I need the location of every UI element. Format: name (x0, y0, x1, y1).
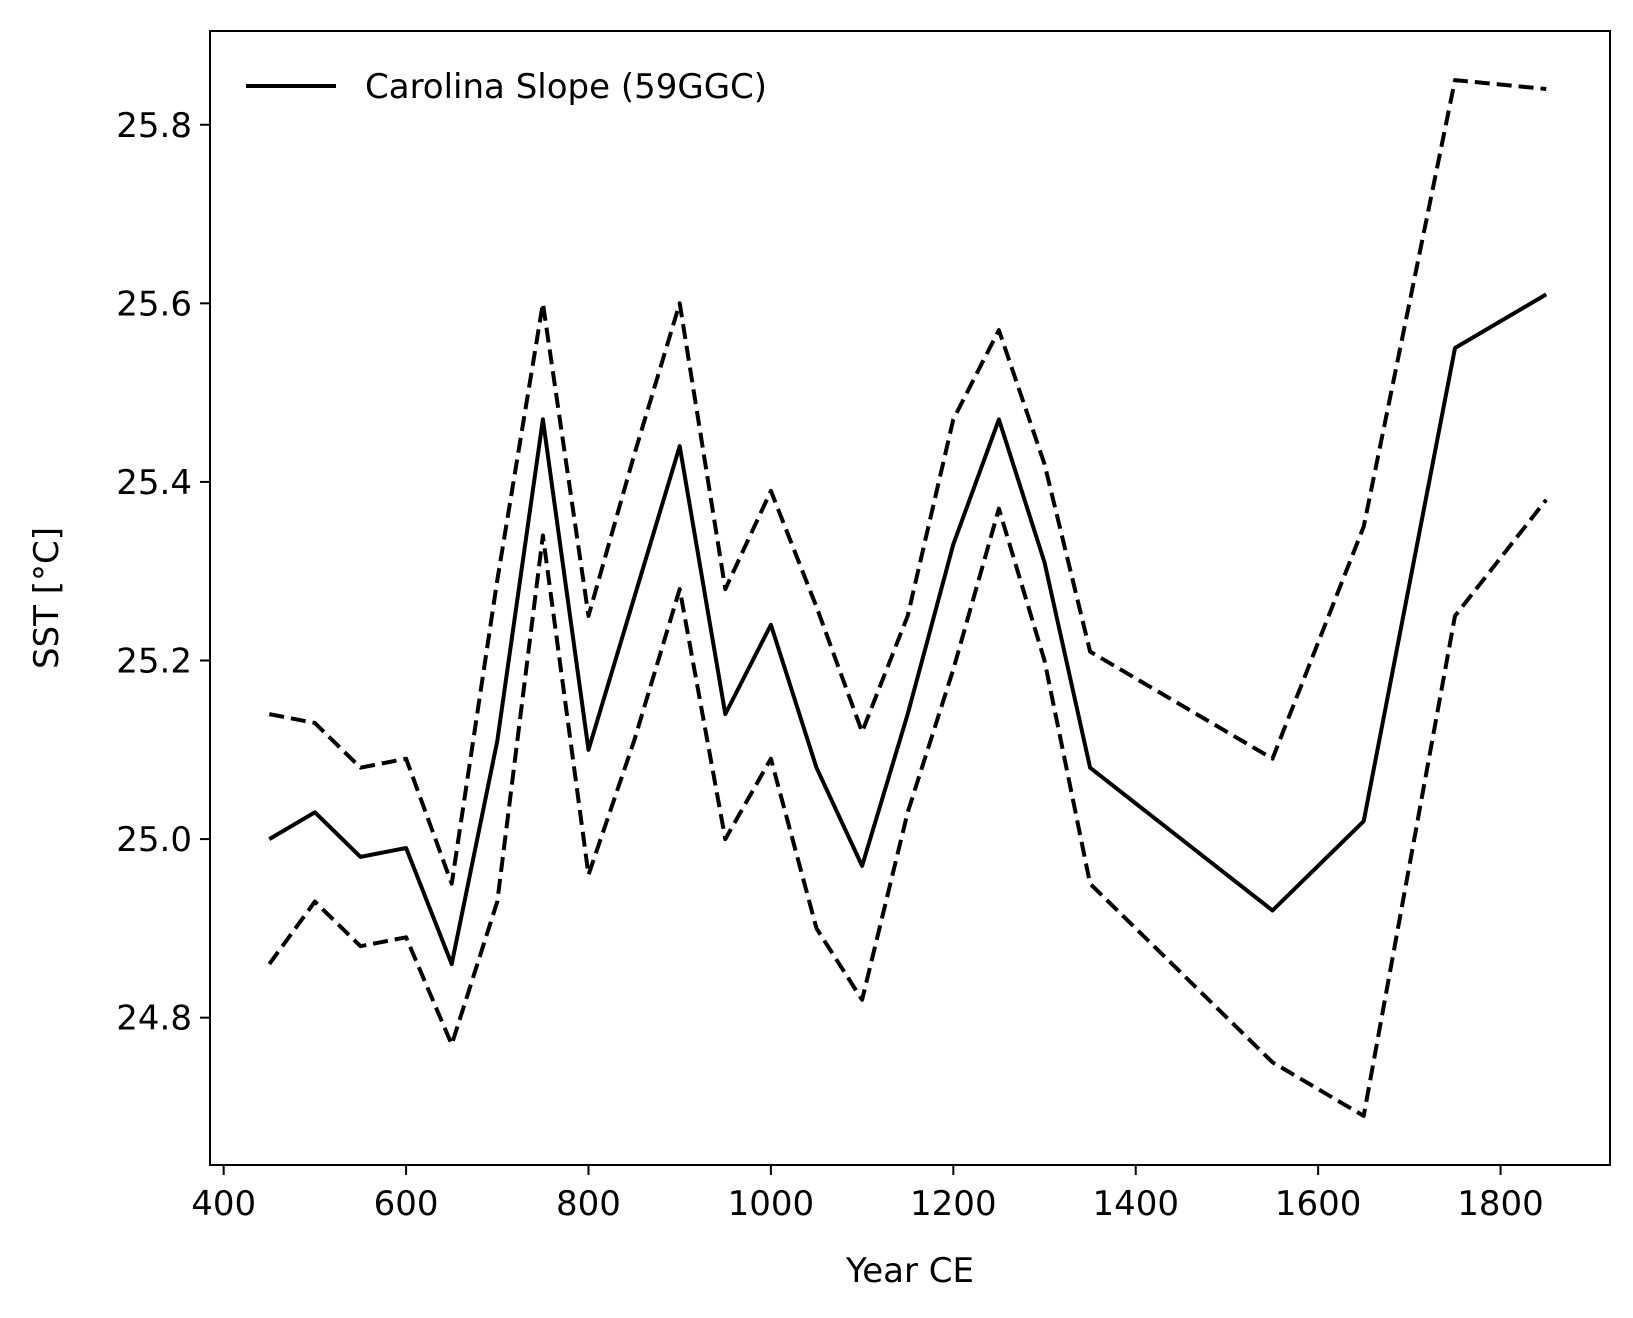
y-tick-label: 25.6 (116, 284, 192, 324)
series-line-1 (268, 78, 1547, 886)
legend-label: Carolina Slope (59GGC) (365, 67, 767, 107)
x-tick-label: 1000 (728, 1184, 815, 1224)
legend: Carolina Slope (59GGC) (246, 67, 767, 107)
x-tick-label: 600 (374, 1184, 439, 1224)
series-layer (267, 78, 1548, 1118)
x-tick-label: 1600 (1275, 1184, 1362, 1224)
y-tick-label: 25.8 (116, 106, 192, 146)
y-tick-label: 25.4 (116, 463, 192, 503)
x-axis: 400 600 800 1000 1200 1400 1600 1800 (191, 1165, 1544, 1224)
x-axis-label: Year CE (845, 1251, 974, 1291)
y-tick-label: 25.0 (116, 820, 192, 860)
x-tick-label: 1800 (1457, 1184, 1544, 1224)
x-tick-label: 1200 (910, 1184, 997, 1224)
x-tick-label: 1400 (1092, 1184, 1179, 1224)
y-tick-label: 24.8 (116, 999, 192, 1039)
y-tick-label: 25.2 (116, 642, 192, 682)
series-line-0 (268, 292, 1548, 967)
series-line-2 (267, 498, 1548, 1118)
x-tick-label: 800 (556, 1184, 621, 1224)
y-axis: 24.8 25.0 25.2 25.4 25.6 25.8 (116, 106, 210, 1039)
plot-frame (209, 30, 1611, 1166)
x-tick-label: 400 (191, 1184, 256, 1224)
y-axis-label: SST [°C] (27, 527, 67, 669)
